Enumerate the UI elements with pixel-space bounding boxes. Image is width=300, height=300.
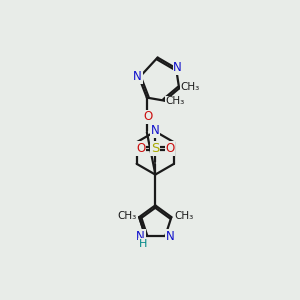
Text: N: N bbox=[166, 230, 174, 242]
Text: O: O bbox=[136, 142, 145, 155]
Text: CH₃: CH₃ bbox=[117, 211, 136, 221]
Text: N: N bbox=[151, 124, 160, 137]
Text: H: H bbox=[139, 239, 147, 249]
Text: O: O bbox=[165, 142, 175, 155]
Text: N: N bbox=[173, 61, 182, 74]
Text: S: S bbox=[151, 142, 160, 155]
Text: CH₃: CH₃ bbox=[166, 96, 185, 106]
Text: N: N bbox=[133, 70, 142, 83]
Text: N: N bbox=[136, 230, 145, 242]
Text: CH₃: CH₃ bbox=[174, 211, 193, 221]
Text: O: O bbox=[144, 110, 153, 123]
Text: CH₃: CH₃ bbox=[180, 82, 200, 92]
